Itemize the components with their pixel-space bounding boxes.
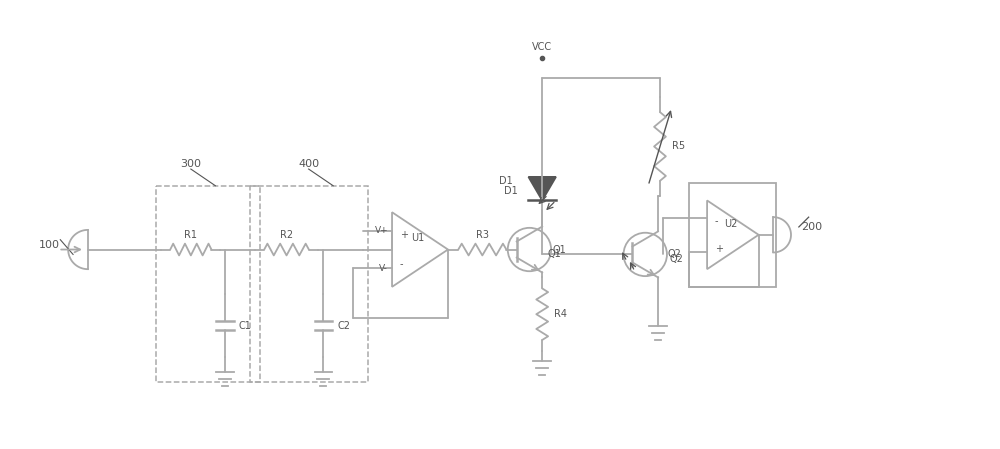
- Text: C2: C2: [337, 321, 350, 330]
- Text: D1: D1: [504, 185, 518, 196]
- Text: R1: R1: [184, 230, 197, 240]
- Text: R5: R5: [672, 141, 685, 151]
- Text: -: -: [715, 216, 718, 226]
- Text: +: +: [715, 243, 723, 254]
- Text: D1: D1: [499, 176, 513, 186]
- Text: V-: V-: [379, 264, 388, 273]
- Text: 400: 400: [298, 159, 319, 169]
- Bar: [156, 186, 260, 382]
- Text: U2: U2: [724, 220, 738, 229]
- Text: R3: R3: [476, 230, 489, 240]
- Text: U1: U1: [412, 233, 425, 243]
- Text: Q2: Q2: [670, 254, 684, 264]
- Text: C1: C1: [239, 321, 252, 330]
- Bar: [250, 186, 368, 382]
- Text: Q2: Q2: [668, 250, 682, 260]
- Text: 300: 300: [180, 159, 201, 169]
- Polygon shape: [528, 177, 556, 200]
- Text: Q1: Q1: [547, 250, 561, 260]
- Text: V+: V+: [374, 226, 388, 235]
- Text: R4: R4: [554, 309, 567, 319]
- Text: R2: R2: [280, 230, 293, 240]
- Bar: [689, 183, 776, 287]
- Text: 200: 200: [801, 222, 822, 232]
- Text: Q1: Q1: [552, 245, 566, 255]
- Text: -: -: [400, 260, 403, 269]
- Text: VCC: VCC: [532, 42, 552, 52]
- Text: 100: 100: [39, 240, 60, 250]
- Text: +: +: [400, 229, 408, 240]
